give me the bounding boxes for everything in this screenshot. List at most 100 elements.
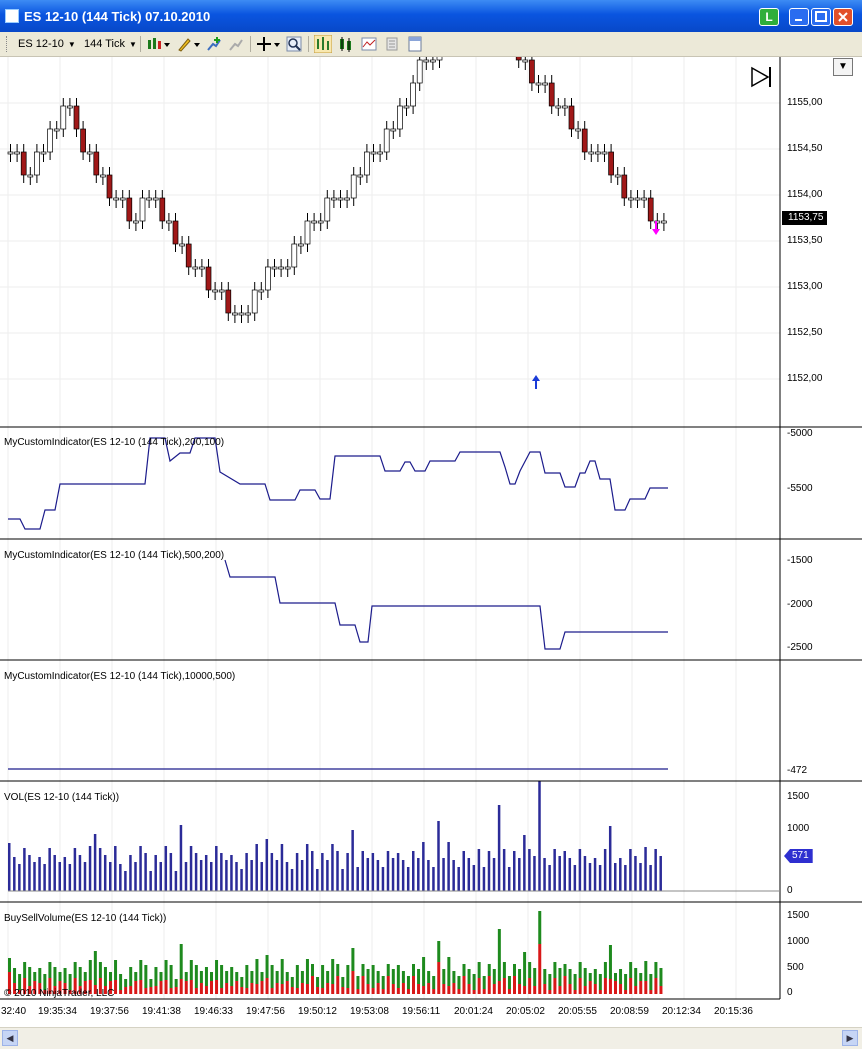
sell-volume-bar [598, 990, 602, 994]
sell-volume-bar [654, 978, 658, 994]
time-axis-label: 20:12:34 [662, 1006, 701, 1017]
sell-volume-bar [331, 984, 335, 994]
buy-volume-bar [472, 974, 476, 990]
chart-style-icon[interactable] [146, 36, 170, 52]
chart-lines-icon[interactable] [361, 36, 377, 52]
sell-volume-bar [305, 984, 309, 994]
buy-volume-bar [351, 948, 355, 971]
zoom-icon[interactable] [286, 36, 302, 52]
go-to-end-icon[interactable] [751, 66, 771, 88]
sell-volume-bar [230, 986, 234, 994]
sell-volume-bar [215, 980, 219, 994]
candle-body [390, 128, 397, 132]
strategy-icon[interactable] [228, 36, 244, 52]
buy-volume-bar [603, 962, 607, 978]
drawing-pencil-icon[interactable] [176, 36, 200, 52]
volume-bar [48, 848, 51, 891]
candle-body [14, 151, 20, 155]
volume-bar [341, 869, 344, 891]
candle-body [106, 174, 113, 199]
sell-volume-bar [629, 978, 633, 994]
sell-volume-bar [563, 976, 567, 994]
volume-bar [295, 853, 299, 891]
indicator-axis-label: -5000 [787, 428, 813, 439]
link-badge-button[interactable]: L [759, 8, 779, 26]
add-indicator-icon[interactable] [206, 36, 222, 52]
sell-volume-bar [659, 986, 663, 994]
horizontal-scrollbar[interactable]: ◀ ▶ [0, 1027, 862, 1049]
candle-body [265, 266, 271, 291]
panel-separators [0, 57, 862, 1000]
volume-bar [68, 864, 72, 891]
buy-arrow-icon [532, 375, 540, 389]
instrument-selector[interactable]: ES 12-10 ▼ [18, 36, 76, 52]
buy-volume-bar [270, 965, 274, 988]
crosshair-icon[interactable] [256, 36, 280, 52]
buy-volume-bar [210, 972, 213, 981]
candle-body [60, 105, 67, 130]
sell-arrow-icon [652, 221, 660, 235]
sell-volume-bar [634, 986, 638, 994]
sell-volume-bar [608, 979, 612, 994]
volume-bar [629, 849, 632, 891]
buy-volume-bar [619, 969, 623, 984]
candle-body [152, 197, 159, 201]
candle-body [80, 128, 86, 153]
time-axis-label: 19:47:56 [246, 1006, 285, 1017]
time-axis-label: 19:50:12 [298, 1006, 337, 1017]
properties-icon[interactable] [384, 36, 400, 52]
panel-menu-button[interactable]: ▼ [833, 58, 853, 76]
volume-bar [366, 858, 370, 891]
candle-body [383, 128, 390, 153]
sell-volume-bar [53, 986, 57, 994]
sell-volume-bar [93, 985, 97, 994]
candle-body [515, 57, 522, 61]
volume-bars [8, 781, 662, 891]
buy-volume-bar [502, 962, 506, 978]
sell-volume-bar [492, 984, 496, 994]
sell-volume-bar [129, 986, 133, 994]
candle-body [119, 197, 126, 201]
volume-bar [523, 835, 526, 891]
buy-volume-bar [513, 964, 516, 976]
buy-volume-bar [215, 960, 219, 980]
close-button[interactable] [833, 8, 853, 26]
bar-chart-icon[interactable] [314, 35, 332, 53]
candlestick-icon[interactable] [338, 36, 354, 52]
interval-label: 144 Tick [84, 38, 125, 50]
volume-bar [608, 826, 612, 891]
sell-volume-bar [149, 987, 153, 994]
volume-bar [28, 855, 31, 891]
sell-volume-bar [341, 987, 345, 994]
sell-volume-bar [285, 981, 289, 994]
chart-area[interactable] [0, 57, 862, 1025]
sell-volume-bar [573, 990, 577, 994]
sell-volume-bar [235, 981, 239, 994]
indicator-axis-label: -2500 [787, 642, 813, 653]
minimize-button[interactable] [789, 8, 809, 26]
buy-volume-bar [260, 972, 264, 981]
scroll-right-button[interactable]: ▶ [842, 1030, 858, 1046]
interval-selector[interactable]: 144 Tick ▼ [84, 36, 137, 52]
buy-volume-bar [285, 972, 289, 981]
sell-volume-bar [523, 986, 527, 994]
maximize-button[interactable] [811, 8, 831, 26]
scroll-left-button[interactable]: ◀ [2, 1030, 18, 1046]
indicator-line-200-100 [8, 437, 668, 530]
data-box-icon[interactable] [407, 36, 423, 52]
candle-body [430, 59, 436, 63]
volume-axis-label: 1500 [787, 791, 810, 802]
volume-bar [477, 849, 481, 891]
buy-volume-bar [371, 965, 375, 988]
volume-bar [543, 858, 546, 891]
candle-body [192, 266, 199, 270]
sell-volume-bar [472, 990, 476, 994]
sell-volume-bar [447, 986, 451, 994]
chart-canvas[interactable] [0, 57, 862, 1025]
buysell-axis-label: 500 [787, 962, 804, 973]
candle-body [575, 128, 581, 132]
sell-volume-bar [482, 989, 486, 994]
sell-volume-bar [78, 986, 82, 994]
volume-bar [659, 856, 662, 891]
sell-volume-bar [83, 981, 87, 994]
